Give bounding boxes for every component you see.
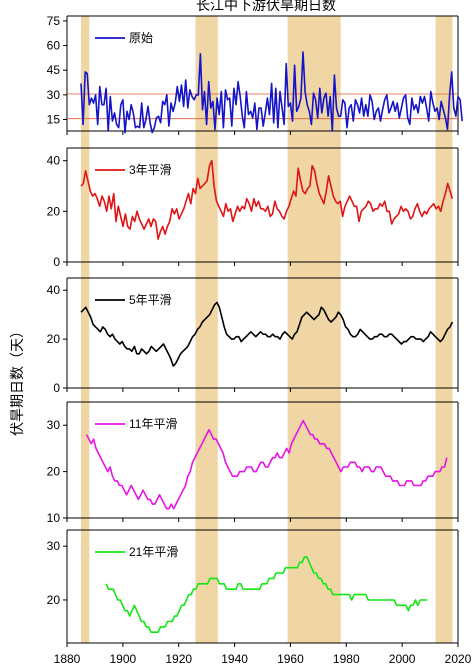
legend-label: 11年平滑 — [129, 417, 177, 431]
series-line-3 — [85, 419, 448, 510]
panel-2: 0 20 40 5年平滑 — [47, 277, 459, 395]
panel-4: 20 30 21年平滑 — [47, 529, 459, 644]
x-tick-label: 2020 — [445, 652, 472, 666]
y-tick-label: 45 — [47, 63, 61, 77]
y-tick-label: 30 — [47, 539, 61, 553]
y-tick-label: 75 — [47, 14, 61, 28]
chart-panels: 15 30 45 60 75 原始 0 20 40 3年平滑 0 20 40 5年平滑 10 20 30 11年平… — [47, 14, 463, 644]
x-tick-label: 1920 — [165, 652, 192, 666]
y-tick-label: 30 — [47, 418, 61, 432]
y-tick-label: 10 — [47, 511, 61, 525]
chart-title: 长江中下游伏旱期日数 — [196, 0, 336, 14]
legend-label: 3年平滑 — [129, 163, 172, 177]
x-tick-label: 1960 — [277, 652, 304, 666]
y-tick-label: 20 — [47, 465, 61, 479]
y-tick-label: 20 — [47, 593, 61, 607]
y-tick-label: 30 — [47, 88, 61, 102]
x-tick-label: 2000 — [389, 652, 416, 666]
panel-1: 0 20 40 3年平滑 — [47, 147, 459, 269]
series-line-1 — [80, 159, 454, 240]
shaded-period-0 — [80, 16, 90, 643]
x-tick-label: 1980 — [333, 652, 360, 666]
x-axis: 1880 1900 1920 1940 1960 1980 2000 2020 — [54, 131, 472, 666]
series-line-0 — [80, 51, 463, 134]
series-line-4 — [105, 556, 428, 633]
legend-label: 5年平滑 — [129, 293, 172, 307]
legend-label: 原始 — [129, 31, 153, 45]
x-tick-label: 1900 — [110, 652, 137, 666]
shaded-period-3 — [435, 16, 453, 643]
x-tick-label: 1940 — [221, 652, 248, 666]
y-axis-label: 伏旱期日数（天） — [10, 324, 26, 436]
panel-0: 15 30 45 60 75 原始 — [47, 14, 463, 134]
y-tick-label: 40 — [47, 283, 61, 297]
series-line-2 — [80, 301, 454, 367]
y-tick-label: 60 — [47, 39, 61, 53]
y-tick-label: 0 — [53, 255, 60, 269]
y-tick-label: 15 — [47, 113, 61, 127]
y-tick-label: 40 — [47, 154, 61, 168]
y-tick-label: 20 — [47, 204, 61, 218]
y-tick-label: 0 — [53, 381, 60, 395]
y-tick-label: 20 — [47, 332, 61, 346]
legend-label: 21年平滑 — [129, 545, 178, 559]
panel-3: 10 20 30 11年平滑 — [47, 401, 459, 525]
x-tick-label: 1880 — [54, 652, 81, 666]
